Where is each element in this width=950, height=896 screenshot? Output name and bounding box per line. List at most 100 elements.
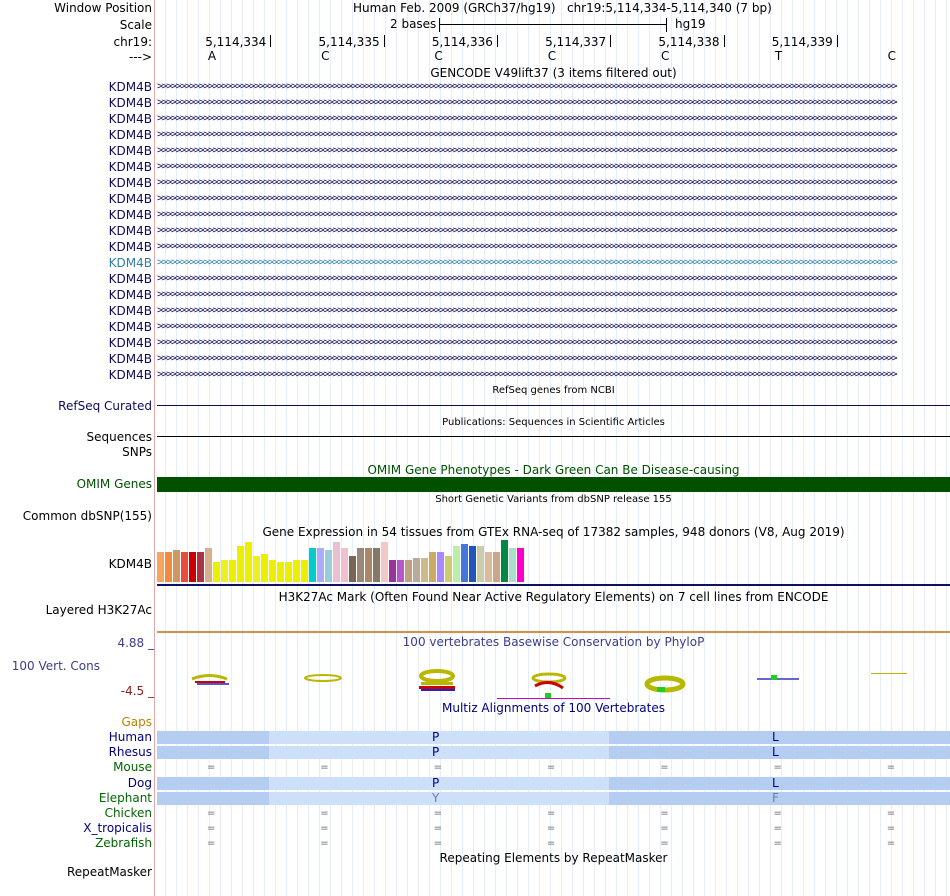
gtex-tissue-bar[interactable] bbox=[357, 548, 364, 582]
multiz-gaps-label[interactable]: Gaps bbox=[121, 715, 152, 729]
gencode-transcript-line[interactable]: >>>>>>>>>>>>>>>>>>>>>>>>>>>>>>>>>>>>>>>>… bbox=[157, 241, 898, 252]
gencode-transcript-line[interactable]: >>>>>>>>>>>>>>>>>>>>>>>>>>>>>>>>>>>>>>>>… bbox=[157, 209, 898, 220]
gencode-transcript-line[interactable]: >>>>>>>>>>>>>>>>>>>>>>>>>>>>>>>>>>>>>>>>… bbox=[157, 257, 898, 268]
refseq-gene-line[interactable] bbox=[157, 405, 950, 406]
gtex-tissue-bar[interactable] bbox=[221, 560, 228, 582]
gencode-track-title[interactable]: GENCODE V49lift37 (3 items filtered out) bbox=[430, 66, 677, 80]
gencode-transcript-label[interactable]: KDM4B bbox=[108, 368, 152, 382]
gtex-tissue-bar[interactable] bbox=[189, 552, 196, 582]
gencode-transcript-line[interactable]: >>>>>>>>>>>>>>>>>>>>>>>>>>>>>>>>>>>>>>>>… bbox=[157, 353, 898, 364]
gencode-transcript-line[interactable]: >>>>>>>>>>>>>>>>>>>>>>>>>>>>>>>>>>>>>>>>… bbox=[157, 321, 898, 332]
gtex-tissue-bar[interactable] bbox=[293, 560, 300, 582]
gtex-tissue-bar[interactable] bbox=[205, 548, 212, 582]
gtex-tissue-bar[interactable] bbox=[333, 542, 340, 582]
omim-track-title[interactable]: OMIM Gene Phenotypes - Dark Green Can Be… bbox=[367, 463, 740, 477]
gtex-tissue-bar[interactable] bbox=[253, 556, 260, 582]
phylop-track-label[interactable]: 100 Vert. Cons bbox=[11, 659, 100, 673]
gtex-tissue-bar[interactable] bbox=[277, 562, 284, 582]
gencode-transcript-label[interactable]: KDM4B bbox=[108, 208, 152, 222]
gtex-tissue-bar[interactable] bbox=[413, 558, 420, 582]
multiz-species-label[interactable]: Zebrafish bbox=[95, 836, 152, 851]
gencode-transcript-label[interactable]: KDM4B bbox=[108, 240, 152, 254]
refseq-track-label[interactable]: RefSeq Curated bbox=[58, 399, 152, 413]
multiz-species-alignment[interactable]: = = = = = = = bbox=[157, 807, 950, 820]
refseq-track-title[interactable]: RefSeq genes from NCBI bbox=[492, 385, 615, 396]
multiz-species-label[interactable]: Elephant bbox=[98, 790, 152, 805]
gencode-transcript-label[interactable]: KDM4B bbox=[108, 160, 152, 174]
gtex-tissue-bar[interactable] bbox=[461, 544, 468, 582]
gencode-transcript-line[interactable]: >>>>>>>>>>>>>>>>>>>>>>>>>>>>>>>>>>>>>>>>… bbox=[157, 193, 898, 204]
multiz-species-label[interactable]: Chicken bbox=[104, 806, 152, 820]
repeatmasker-track-label[interactable]: RepeatMasker bbox=[66, 865, 152, 879]
gencode-transcript-label[interactable]: KDM4B bbox=[108, 112, 152, 126]
gtex-tissue-bar[interactable] bbox=[445, 556, 452, 582]
repeatmasker-track-title[interactable]: Repeating Elements by RepeatMasker bbox=[439, 851, 668, 865]
gtex-tissue-bar[interactable] bbox=[165, 552, 172, 582]
gencode-transcript-line[interactable]: >>>>>>>>>>>>>>>>>>>>>>>>>>>>>>>>>>>>>>>>… bbox=[157, 289, 898, 300]
omim-track-label[interactable]: OMIM Genes bbox=[76, 477, 152, 491]
gencode-transcript-label[interactable]: KDM4B bbox=[108, 224, 152, 238]
gencode-transcript-line[interactable]: >>>>>>>>>>>>>>>>>>>>>>>>>>>>>>>>>>>>>>>>… bbox=[157, 113, 898, 124]
multiz-track-title[interactable]: Multiz Alignments of 100 Vertebrates bbox=[441, 701, 666, 715]
gtex-tissue-bar[interactable] bbox=[261, 554, 268, 582]
gencode-transcript-label[interactable]: KDM4B bbox=[108, 192, 152, 206]
gtex-tissue-bar[interactable] bbox=[381, 542, 388, 582]
gencode-transcript-line[interactable]: >>>>>>>>>>>>>>>>>>>>>>>>>>>>>>>>>>>>>>>>… bbox=[157, 225, 898, 236]
gtex-tissue-bar[interactable] bbox=[325, 550, 332, 582]
gtex-tissue-bar[interactable] bbox=[509, 548, 516, 582]
gtex-tissue-bar[interactable] bbox=[501, 540, 508, 582]
gtex-tissue-bar[interactable] bbox=[245, 542, 252, 582]
multiz-species-label[interactable]: Dog bbox=[127, 775, 152, 790]
gencode-transcript-label[interactable]: KDM4B bbox=[108, 128, 152, 142]
gencode-transcript-line[interactable]: >>>>>>>>>>>>>>>>>>>>>>>>>>>>>>>>>>>>>>>>… bbox=[157, 369, 898, 380]
snps-track-label[interactable]: SNPs bbox=[122, 445, 152, 459]
multiz-species-label[interactable]: Mouse bbox=[113, 760, 152, 775]
gtex-tissue-bar[interactable] bbox=[437, 552, 444, 582]
gencode-transcript-line[interactable]: >>>>>>>>>>>>>>>>>>>>>>>>>>>>>>>>>>>>>>>>… bbox=[157, 273, 898, 284]
multiz-species-alignment[interactable]: = = = = = = = bbox=[157, 761, 950, 774]
publications-track-title[interactable]: Publications: Sequences in Scientific Ar… bbox=[442, 417, 665, 428]
gencode-transcript-line[interactable]: >>>>>>>>>>>>>>>>>>>>>>>>>>>>>>>>>>>>>>>>… bbox=[157, 129, 898, 140]
gtex-tissue-bar[interactable] bbox=[365, 548, 372, 582]
gencode-transcript-label[interactable]: KDM4B bbox=[108, 320, 152, 334]
gtex-tissue-bar[interactable] bbox=[389, 560, 396, 582]
h3k27ac-track-label[interactable]: Layered H3K27Ac bbox=[45, 603, 152, 617]
gtex-tissue-bar[interactable] bbox=[285, 562, 292, 582]
gtex-tissue-bar[interactable] bbox=[405, 560, 412, 582]
gencode-transcript-label[interactable]: KDM4B bbox=[108, 336, 152, 350]
gtex-tissue-bar[interactable] bbox=[197, 552, 204, 582]
omim-gene-block[interactable] bbox=[157, 477, 950, 492]
sequences-track-label[interactable]: Sequences bbox=[86, 430, 152, 444]
h3k27ac-track-title[interactable]: H3K27Ac Mark (Often Found Near Active Re… bbox=[278, 590, 829, 604]
gtex-tissue-bar[interactable] bbox=[301, 560, 308, 582]
gencode-transcript-line[interactable]: >>>>>>>>>>>>>>>>>>>>>>>>>>>>>>>>>>>>>>>>… bbox=[157, 81, 898, 92]
gtex-tissue-bar[interactable] bbox=[349, 556, 356, 582]
gtex-tissue-bar[interactable] bbox=[485, 552, 492, 582]
gencode-transcript-line[interactable]: >>>>>>>>>>>>>>>>>>>>>>>>>>>>>>>>>>>>>>>>… bbox=[157, 97, 898, 108]
gencode-transcript-line[interactable]: >>>>>>>>>>>>>>>>>>>>>>>>>>>>>>>>>>>>>>>>… bbox=[157, 305, 898, 316]
phylop-track-title[interactable]: 100 vertebrates Basewise Conservation by… bbox=[402, 635, 705, 649]
gtex-tissue-bar[interactable] bbox=[181, 552, 188, 582]
gtex-tissue-bar[interactable] bbox=[493, 552, 500, 582]
gtex-tissue-bar[interactable] bbox=[229, 560, 236, 582]
gtex-tissue-bar[interactable] bbox=[477, 546, 484, 582]
gtex-tissue-bar[interactable] bbox=[469, 546, 476, 582]
gencode-transcript-label[interactable]: KDM4B bbox=[108, 96, 152, 110]
dbsnp-track-label[interactable]: Common dbSNP(155) bbox=[22, 509, 152, 523]
gencode-transcript-label[interactable]: KDM4B bbox=[108, 304, 152, 318]
gtex-expression-chart[interactable] bbox=[157, 538, 557, 582]
gencode-transcript-label[interactable]: KDM4B bbox=[108, 176, 152, 190]
multiz-species-label[interactable]: X_tropicalis bbox=[83, 821, 152, 836]
gtex-tissue-bar[interactable] bbox=[269, 560, 276, 582]
gencode-transcript-line[interactable]: >>>>>>>>>>>>>>>>>>>>>>>>>>>>>>>>>>>>>>>>… bbox=[157, 161, 898, 172]
multiz-species-label[interactable]: Human bbox=[108, 730, 152, 744]
gtex-tissue-bar[interactable] bbox=[213, 562, 220, 582]
gencode-transcript-label[interactable]: KDM4B bbox=[108, 288, 152, 302]
gtex-tissue-bar[interactable] bbox=[309, 548, 316, 582]
gencode-transcript-label[interactable]: KDM4B bbox=[108, 144, 152, 158]
